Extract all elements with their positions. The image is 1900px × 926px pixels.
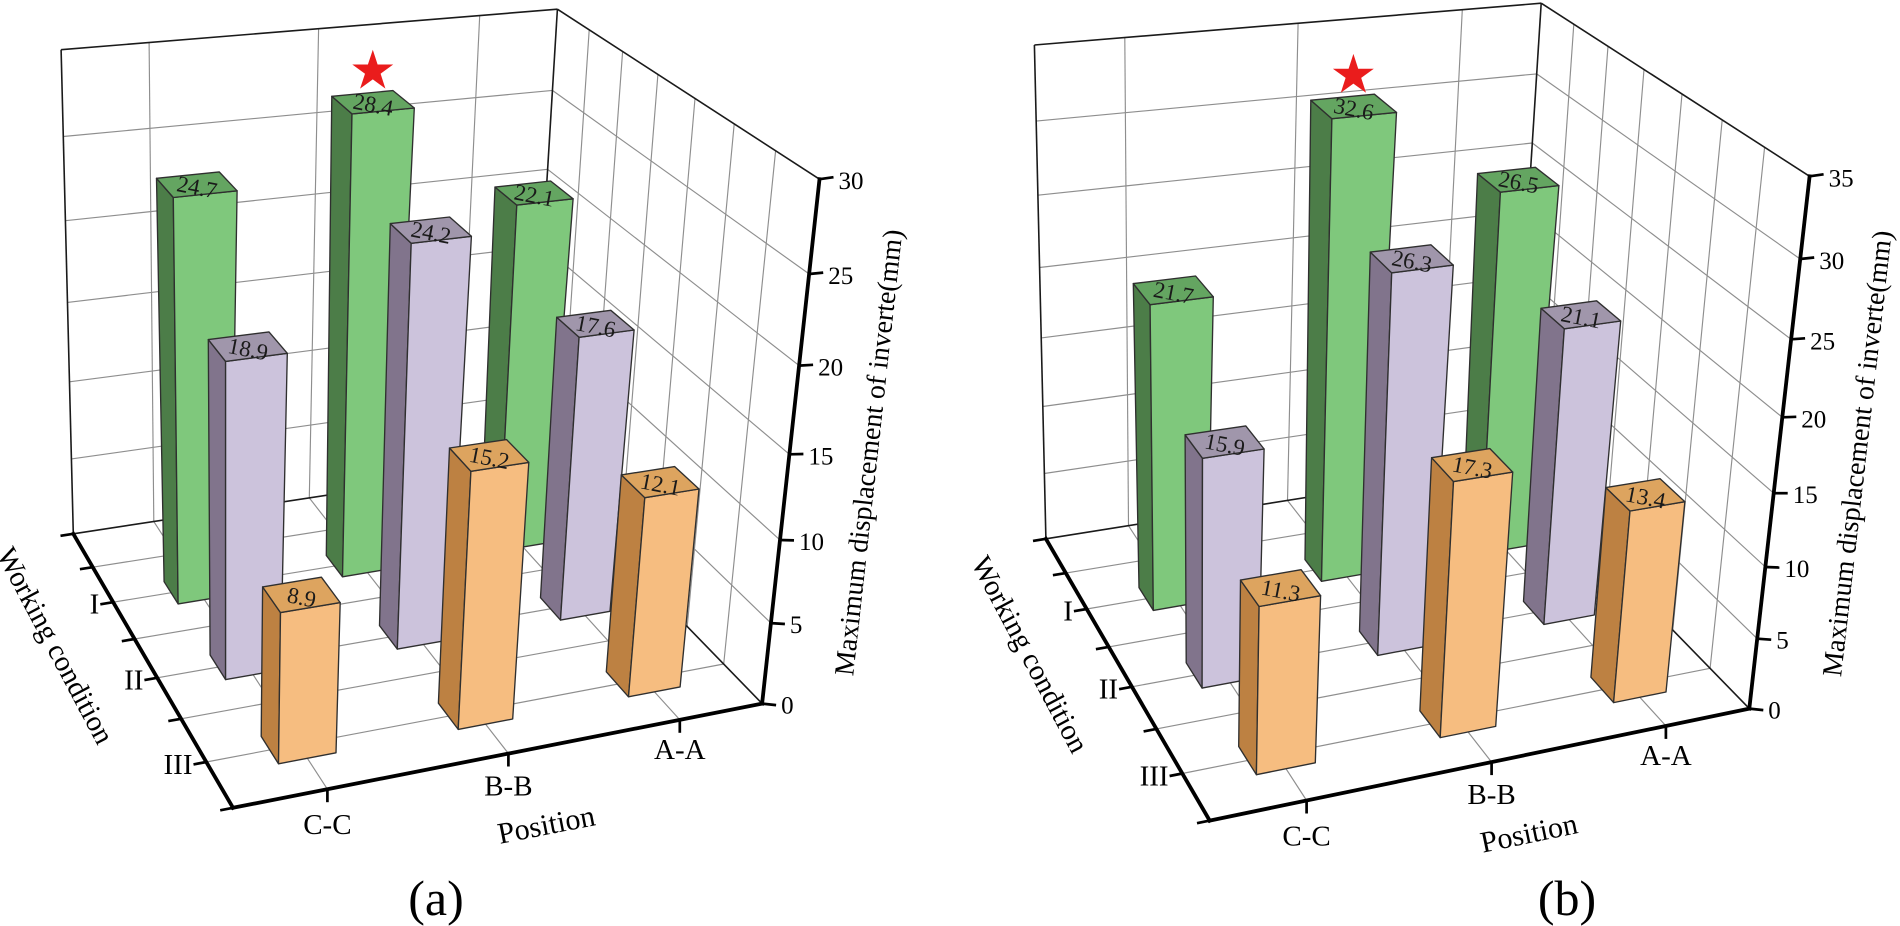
svg-text:30: 30 [1819,248,1844,275]
svg-text:15: 15 [1793,482,1818,509]
svg-text:5: 5 [1776,628,1789,655]
svg-text:10: 10 [1784,556,1809,583]
svg-text:0: 0 [1768,698,1781,725]
svg-text:20: 20 [1801,406,1826,433]
svg-text:0: 0 [781,693,794,720]
svg-text:25: 25 [828,263,853,290]
svg-text:35: 35 [1829,165,1854,192]
svg-text:II: II [124,665,143,697]
svg-text:8.9: 8.9 [285,582,318,612]
svg-text:A-A: A-A [1640,740,1692,772]
svg-text:10: 10 [799,529,824,556]
svg-text:II: II [1099,674,1118,706]
svg-text:C-C: C-C [303,809,351,841]
svg-text:25: 25 [1810,328,1835,355]
svg-text:I: I [1063,596,1073,628]
svg-text:B-B: B-B [1467,779,1515,811]
svg-text:20: 20 [818,355,843,382]
svg-text:III: III [1140,760,1169,792]
svg-text:C-C: C-C [1282,821,1330,853]
svg-text:(b): (b) [1538,870,1596,926]
svg-text:15: 15 [808,443,833,470]
svg-text:(a): (a) [408,870,464,926]
svg-text:I: I [90,589,100,621]
svg-text:B-B: B-B [484,771,532,803]
svg-text:III: III [164,749,193,781]
svg-text:A-A: A-A [654,734,706,766]
svg-text:5: 5 [790,612,803,639]
svg-text:30: 30 [839,168,864,195]
